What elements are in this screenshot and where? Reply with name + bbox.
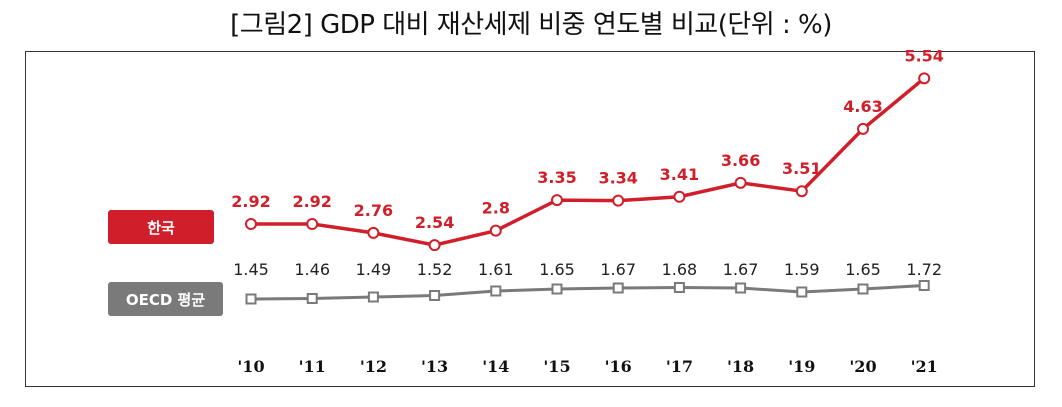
data-label: 1.52 (417, 260, 453, 279)
data-point (367, 226, 380, 239)
data-label: 1.65 (539, 260, 575, 279)
data-label: 1.59 (784, 260, 820, 279)
data-point (857, 283, 869, 295)
data-point (612, 194, 625, 207)
data-label: 2.92 (231, 192, 270, 211)
data-label: 4.63 (843, 97, 882, 116)
data-point (489, 224, 502, 237)
x-tick-label: '18 (727, 357, 754, 376)
x-tick-label: '20 (849, 357, 876, 376)
data-label: 1.49 (356, 260, 392, 279)
data-label: 1.72 (906, 260, 942, 279)
data-label: 1.67 (723, 260, 759, 279)
data-label: 2.92 (292, 192, 331, 211)
data-label: 3.51 (782, 159, 821, 178)
x-tick-label: '13 (421, 357, 448, 376)
data-label: 3.41 (660, 165, 699, 184)
data-label: 1.67 (600, 260, 636, 279)
data-label: 3.34 (598, 169, 637, 188)
data-label: 1.46 (294, 260, 330, 279)
x-tick-label: '15 (543, 357, 570, 376)
data-point (673, 190, 686, 203)
data-point (795, 185, 808, 198)
data-label: 1.45 (233, 260, 269, 279)
x-tick-label: '16 (605, 357, 632, 376)
series-line-korea (251, 76, 926, 247)
data-point (612, 282, 624, 294)
data-point (306, 218, 319, 230)
data-label: 1.68 (662, 260, 698, 279)
x-tick-label: '21 (911, 357, 938, 376)
series-line-oecd (250, 284, 925, 301)
data-label: 2.54 (415, 213, 454, 232)
data-point (245, 293, 257, 305)
x-tick-label: '19 (788, 357, 815, 376)
data-point (734, 176, 747, 189)
data-label: 2.76 (354, 201, 393, 220)
data-point (918, 280, 930, 291)
legend-korea: 한국 (108, 210, 214, 244)
data-point (673, 282, 685, 293)
data-point (245, 218, 257, 230)
x-tick-label: '14 (482, 357, 509, 376)
x-tick-label: '17 (666, 357, 693, 376)
x-tick-label: '12 (360, 357, 387, 376)
data-label: 5.54 (904, 46, 943, 65)
data-point (796, 286, 808, 298)
legend-korea-label: 한국 (147, 218, 175, 237)
data-point (306, 293, 318, 304)
data-label: 3.66 (721, 151, 760, 170)
data-point (735, 282, 747, 294)
data-point (551, 194, 563, 207)
legend-oecd-label: OECD 평균 (125, 290, 206, 309)
x-tick-label: '11 (299, 357, 326, 376)
data-point (428, 239, 441, 252)
data-label: 2.8 (482, 199, 510, 218)
data-point (490, 285, 502, 297)
legend-oecd: OECD 평균 (108, 282, 223, 316)
data-label: 1.61 (478, 260, 514, 279)
chart-frame (25, 51, 1035, 387)
x-tick-label: '10 (237, 357, 264, 376)
chart-title: [그림2] GDP 대비 재산세제 비중 연도별 비교(단위 : %) (230, 10, 832, 40)
data-point (551, 283, 563, 295)
data-label: 1.65 (845, 260, 881, 279)
data-label: 3.35 (537, 168, 576, 187)
data-point (367, 291, 379, 303)
data-point (429, 290, 441, 301)
data-point (918, 72, 931, 85)
data-point (857, 122, 869, 135)
